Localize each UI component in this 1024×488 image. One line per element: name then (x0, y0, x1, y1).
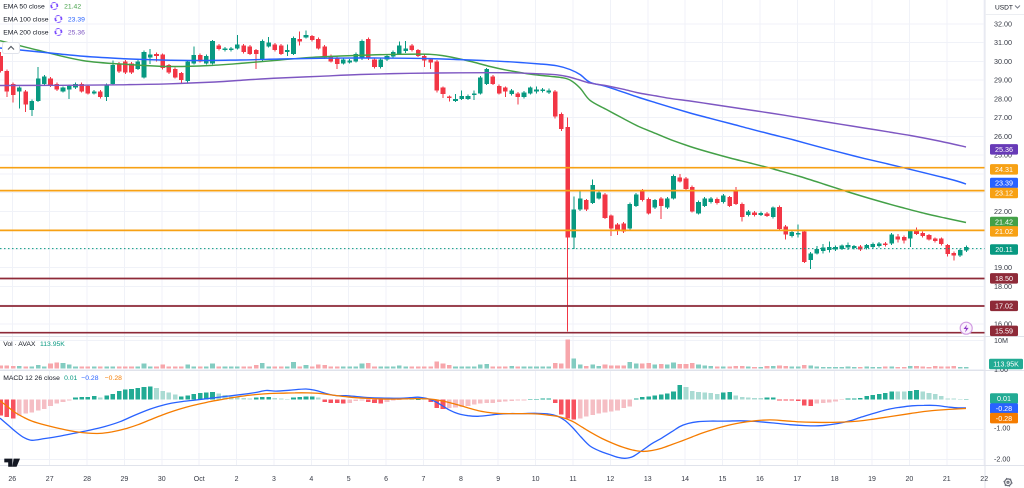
svg-text:8: 8 (459, 476, 463, 483)
svg-text:17.02: 17.02 (995, 302, 1013, 311)
svg-text:16: 16 (756, 476, 764, 483)
svg-text:MACD 12 26 close: MACD 12 26 close (3, 375, 60, 382)
svg-text:28.00: 28.00 (994, 95, 1012, 104)
svg-text:25.36: 25.36 (68, 29, 85, 36)
svg-text:113.95K: 113.95K (993, 362, 1019, 369)
svg-text:27: 27 (46, 476, 54, 483)
svg-text:Vol · AVAX: Vol · AVAX (3, 341, 36, 348)
svg-text:19.00: 19.00 (994, 263, 1012, 272)
svg-text:26.00: 26.00 (994, 132, 1012, 141)
svg-text:9: 9 (496, 476, 500, 483)
svg-text:7: 7 (422, 476, 426, 483)
svg-text:21.42: 21.42 (64, 3, 81, 10)
svg-text:29: 29 (121, 476, 129, 483)
svg-text:24.31: 24.31 (995, 165, 1013, 174)
svg-text:Oct: Oct (194, 476, 205, 483)
svg-text:4: 4 (309, 476, 313, 483)
svg-text:21.42: 21.42 (995, 218, 1013, 227)
svg-text:29.00: 29.00 (994, 76, 1012, 85)
svg-text:12: 12 (607, 476, 615, 483)
svg-text:30: 30 (158, 476, 166, 483)
svg-text:11: 11 (569, 476, 576, 483)
svg-text:18.00: 18.00 (994, 282, 1012, 291)
svg-text:18.50: 18.50 (995, 274, 1013, 283)
svg-text:-0.28: -0.28 (996, 414, 1012, 423)
svg-text:2: 2 (235, 476, 239, 483)
svg-text:26: 26 (8, 476, 16, 483)
svg-text:3: 3 (272, 476, 276, 483)
svg-text:25.00: 25.00 (994, 151, 1012, 160)
svg-text:22.00: 22.00 (994, 207, 1012, 216)
svg-text:-1.00: -1.00 (994, 424, 1010, 433)
svg-text:32.00: 32.00 (994, 20, 1012, 29)
svg-text:21: 21 (943, 476, 951, 483)
svg-text:-2.00: -2.00 (994, 455, 1010, 464)
svg-text:−0.28: −0.28 (105, 375, 122, 382)
svg-text:23.12: 23.12 (995, 189, 1013, 198)
svg-text:27.00: 27.00 (994, 113, 1012, 122)
svg-text:30.00: 30.00 (994, 57, 1012, 66)
svg-text:25.36: 25.36 (995, 145, 1013, 154)
svg-text:-0.28: -0.28 (996, 404, 1012, 413)
svg-text:10: 10 (532, 476, 540, 483)
svg-text:18: 18 (831, 476, 839, 483)
svg-text:28: 28 (83, 476, 91, 483)
svg-text:10M: 10M (994, 336, 1008, 345)
svg-text:EMA 100 close: EMA 100 close (3, 16, 49, 23)
svg-text:19: 19 (868, 476, 876, 483)
svg-text:22: 22 (980, 476, 988, 483)
svg-text:0.01: 0.01 (997, 394, 1011, 403)
svg-text:17: 17 (793, 476, 801, 483)
svg-text:113.95K: 113.95K (40, 341, 65, 348)
svg-text:−0.28: −0.28 (81, 375, 98, 382)
svg-text:23.39: 23.39 (995, 179, 1013, 188)
svg-text:15.59: 15.59 (995, 327, 1013, 336)
svg-text:23.39: 23.39 (68, 16, 85, 23)
svg-text:20: 20 (906, 476, 914, 483)
svg-text:16.00: 16.00 (994, 320, 1012, 329)
svg-text:20.11: 20.11 (995, 245, 1012, 254)
svg-text:31.00: 31.00 (994, 38, 1012, 47)
svg-text:6: 6 (384, 476, 388, 483)
svg-text:EMA 200 close: EMA 200 close (3, 29, 49, 36)
svg-text:5: 5 (347, 476, 351, 483)
svg-text:EMA 50 close: EMA 50 close (3, 3, 45, 10)
svg-text:14: 14 (681, 476, 689, 483)
svg-text:13: 13 (644, 476, 652, 483)
svg-text:USDT: USDT (995, 5, 1013, 12)
svg-text:21.02: 21.02 (995, 227, 1013, 236)
svg-text:15: 15 (719, 476, 727, 483)
svg-text:0.01: 0.01 (64, 375, 77, 382)
